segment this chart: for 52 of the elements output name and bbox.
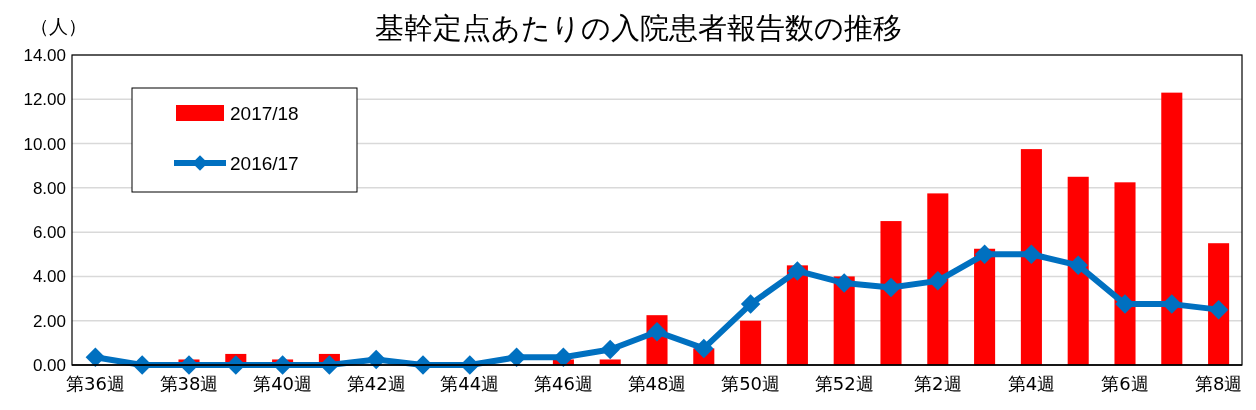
legend-label: 2016/17: [230, 153, 299, 174]
point: [694, 338, 714, 359]
point: [1208, 299, 1229, 320]
x-tick-label: 第52週: [814, 372, 874, 394]
point: [928, 271, 948, 291]
y-axis-title: （人）: [30, 15, 87, 37]
bar: [740, 320, 762, 365]
chart-title: 基幹定点あたりの入院患者報告数の推移: [374, 11, 902, 45]
x-tick-label: 第6週: [1101, 372, 1149, 394]
bar: [1020, 149, 1042, 365]
point: [834, 273, 854, 293]
x-tick-label: 第40週: [253, 372, 313, 394]
point: [740, 294, 761, 314]
x-tick-label: 第46週: [533, 372, 593, 394]
y-tick-label: 4.00: [32, 267, 66, 287]
y-tick-label: 10.00: [23, 134, 66, 154]
y-tick-label: 14.00: [23, 45, 66, 65]
point: [974, 244, 995, 265]
point: [506, 347, 527, 367]
bar: [599, 359, 621, 365]
point: [1115, 294, 1135, 314]
x-tick-label: 第2週: [914, 372, 962, 394]
x-tick-label: 第4週: [1007, 372, 1056, 394]
bar: [1114, 182, 1136, 365]
bar: [974, 248, 996, 365]
point: [366, 349, 386, 370]
point: [600, 339, 620, 360]
point: [1162, 294, 1182, 314]
bar: [927, 193, 949, 365]
x-tick-label: 第42週: [346, 372, 406, 394]
y-tick-label: 2.00: [32, 311, 66, 331]
y-tick-label: 12.00: [23, 90, 66, 110]
legend-label: 2017/18: [230, 103, 299, 124]
y-tick-label: 8.00: [32, 178, 66, 198]
point: [85, 347, 106, 367]
y-tick-label: 6.00: [32, 223, 66, 243]
point: [881, 277, 901, 298]
x-tick-label: 第36週: [65, 372, 125, 394]
y-tick-label: 0.00: [32, 355, 66, 375]
x-tick-label: 第38週: [159, 372, 219, 394]
x-tick-label: 第50週: [721, 372, 781, 394]
bar: [1208, 243, 1230, 365]
point: [787, 261, 808, 281]
bar: [880, 221, 902, 365]
x-tick-label: 第8週: [1194, 372, 1243, 394]
point: [553, 347, 574, 367]
bar: [1161, 92, 1183, 365]
point: [1068, 255, 1088, 276]
x-tick-label: 第48週: [627, 372, 687, 394]
x-tick-label: 第44週: [440, 372, 500, 394]
bar: [1067, 176, 1089, 365]
point: [1021, 244, 1042, 265]
